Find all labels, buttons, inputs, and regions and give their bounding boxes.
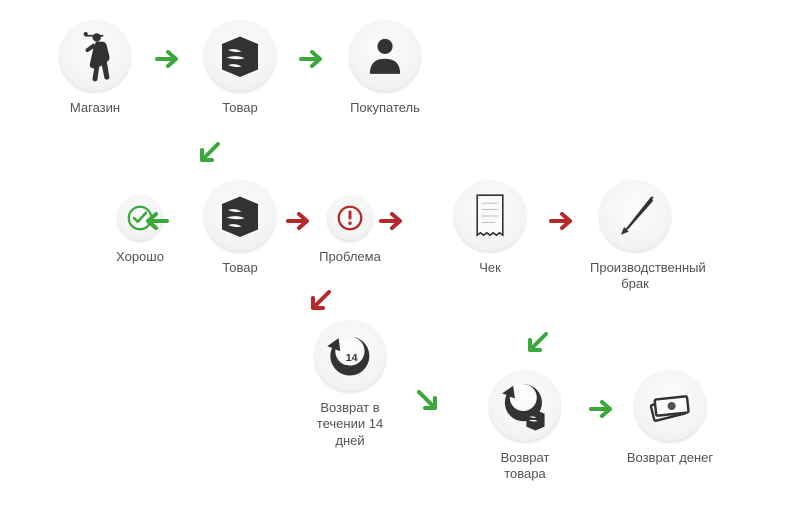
- box-icon: [204, 180, 276, 252]
- pen-icon: [599, 180, 671, 252]
- node-defect: Производственный брак: [590, 180, 680, 293]
- receipt-icon: [454, 180, 526, 252]
- box-icon: [204, 20, 276, 92]
- alert-icon: [327, 195, 373, 241]
- node-ret14: 14 дней Возврат в течении 14 дней: [305, 320, 395, 449]
- svg-text:дней: дней: [345, 363, 358, 370]
- node-product2: Товар: [195, 180, 285, 276]
- node-label: Товар: [195, 260, 285, 276]
- node-label: Чек: [445, 260, 535, 276]
- money-icon: [634, 370, 706, 442]
- node-product1: Товар: [195, 20, 285, 116]
- node-receipt: Чек: [445, 180, 535, 276]
- node-label: Производственный брак: [590, 260, 680, 293]
- return14-icon: 14 дней: [314, 320, 386, 392]
- node-label: Товар: [195, 100, 285, 116]
- node-store: Магазин: [50, 20, 140, 116]
- node-label: Возврат товара: [480, 450, 570, 483]
- person-icon: [349, 20, 421, 92]
- returnbox-icon: [489, 370, 561, 442]
- node-label: Проблема: [305, 249, 395, 265]
- node-label: Магазин: [50, 100, 140, 116]
- node-label: Хорошо: [95, 249, 185, 265]
- node-label: Покупатель: [340, 100, 430, 116]
- node-buyer: Покупатель: [340, 20, 430, 116]
- node-refund: Возврат денег: [625, 370, 715, 466]
- svg-text:14: 14: [346, 352, 358, 364]
- node-label: Возврат в течении 14 дней: [305, 400, 395, 449]
- node-label: Возврат денег: [625, 450, 715, 466]
- waiter-icon: [59, 20, 131, 92]
- node-retgoods: Возврат товара: [480, 370, 570, 483]
